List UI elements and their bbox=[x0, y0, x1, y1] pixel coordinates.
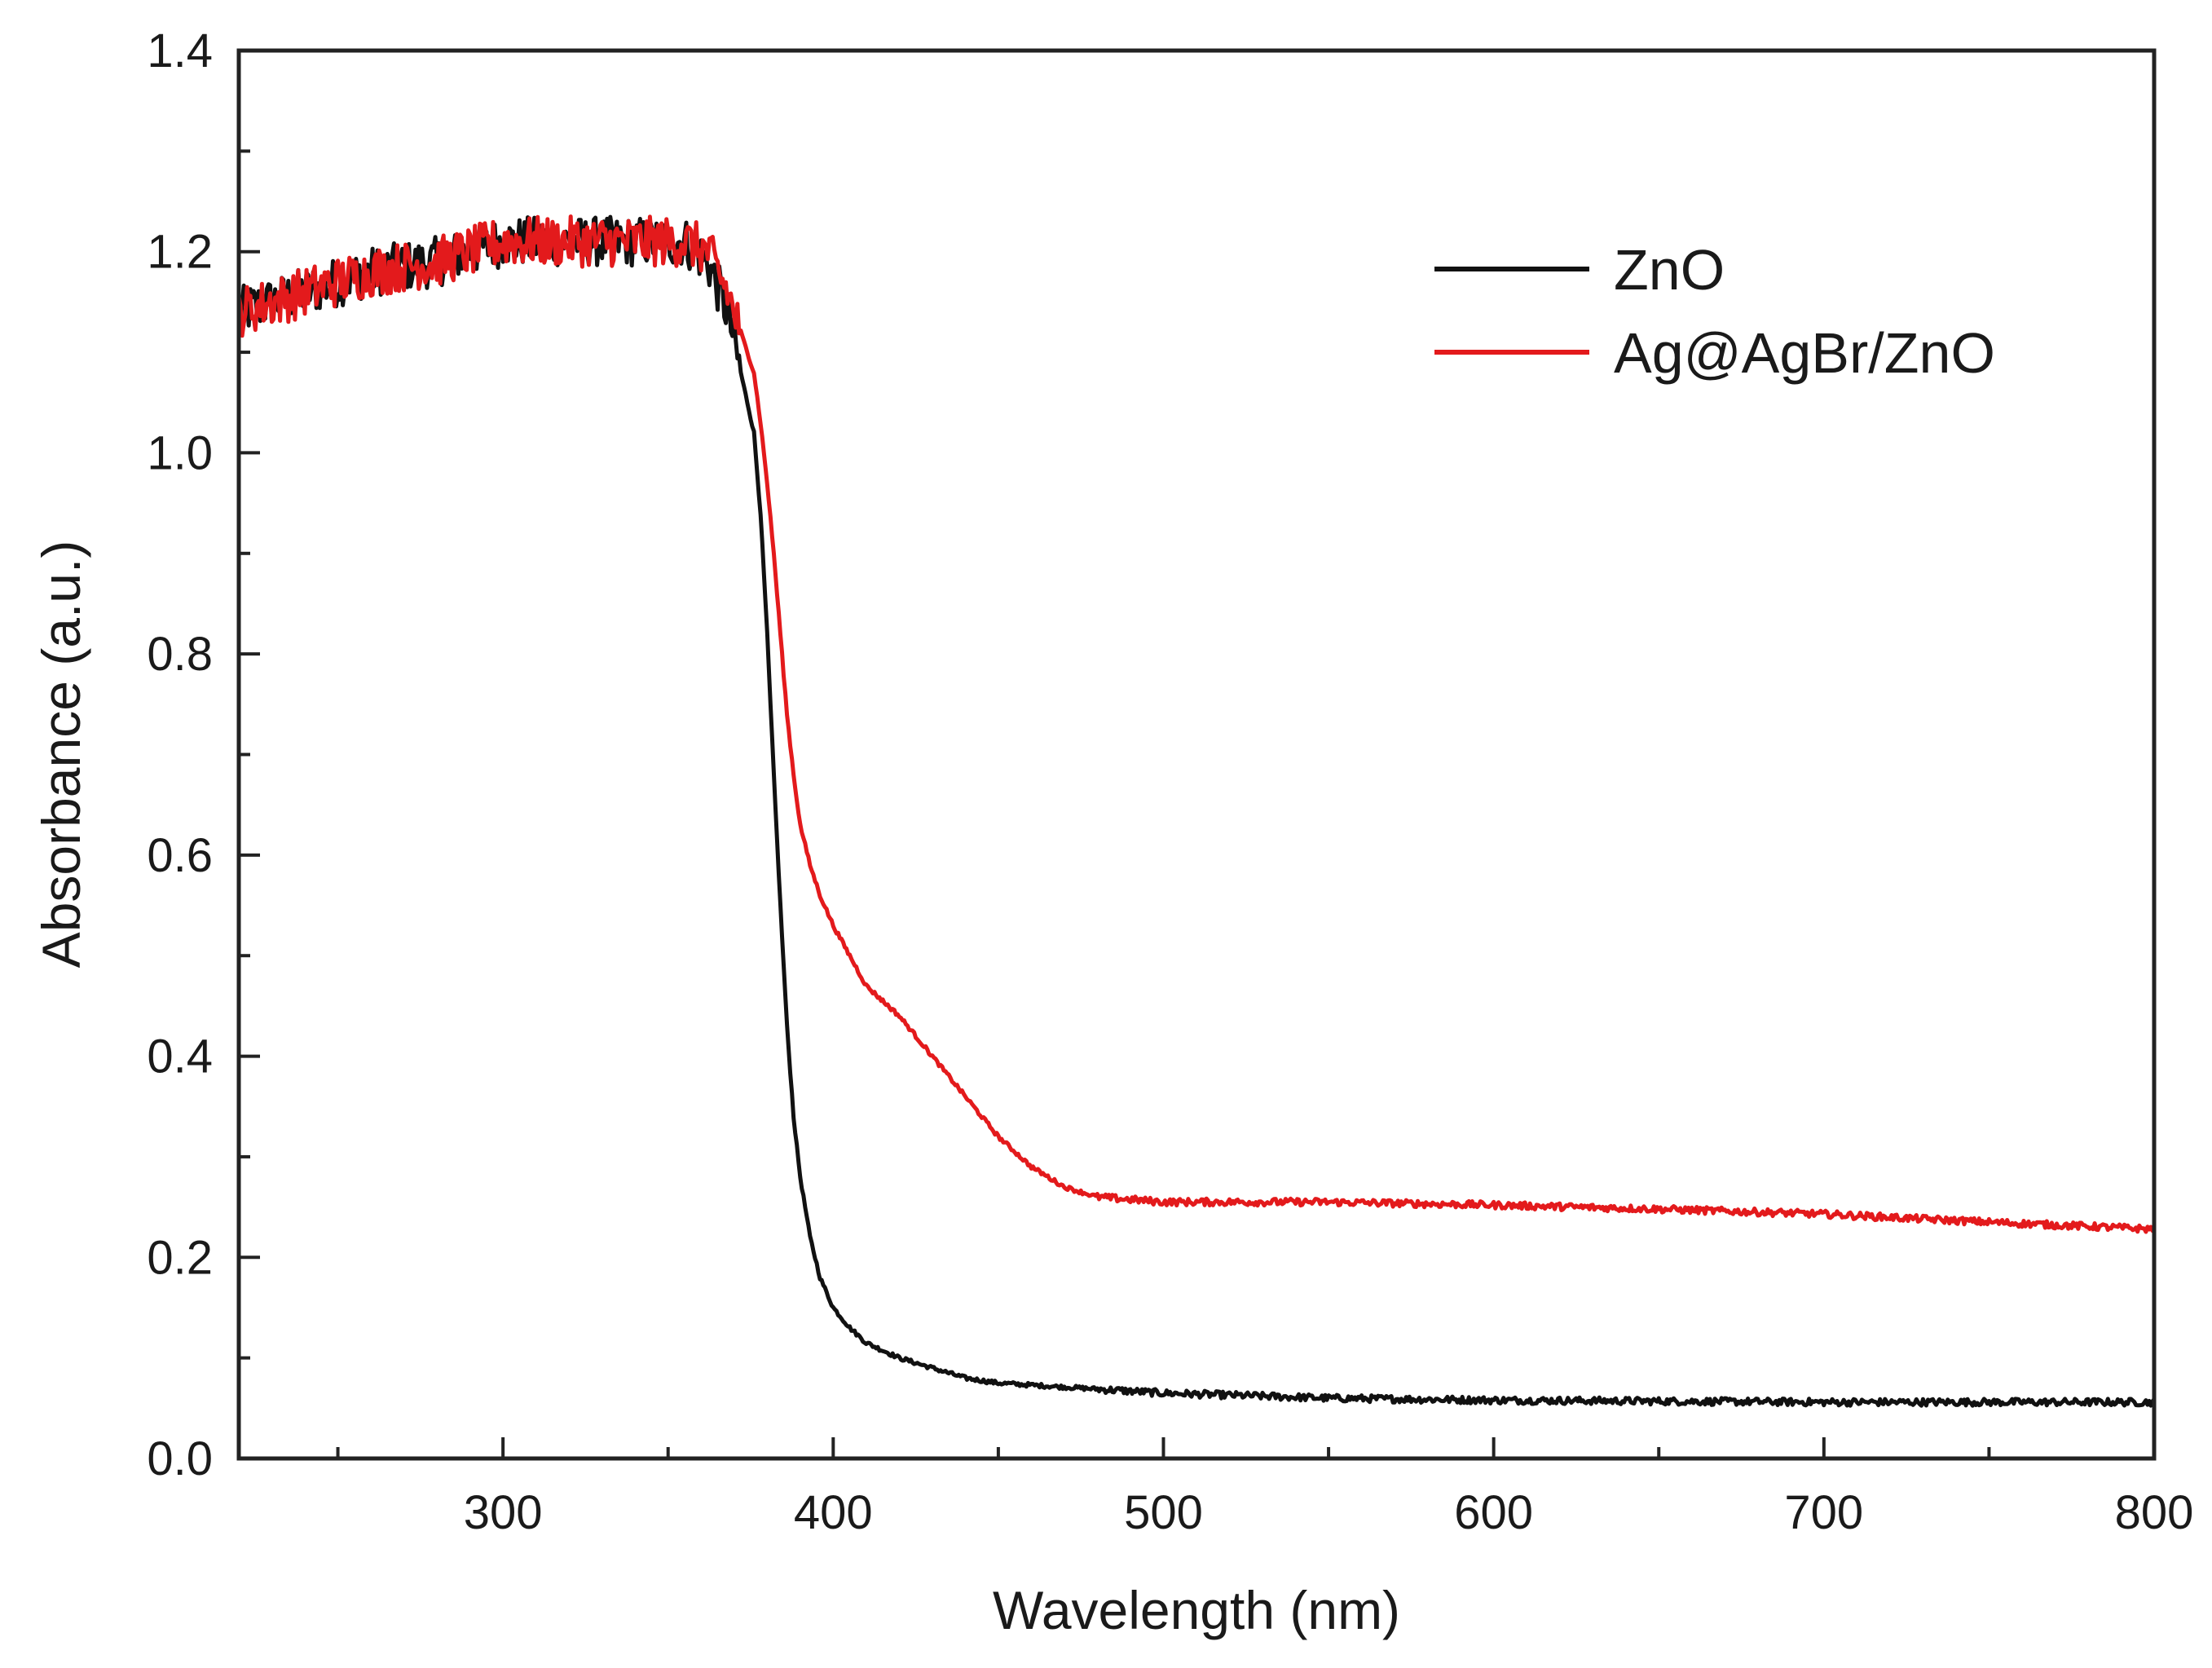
x-tick-label: 600 bbox=[1454, 1486, 1533, 1539]
y-axis-title: Absorbance (a.u.) bbox=[31, 541, 91, 969]
series-line-1 bbox=[236, 214, 2156, 1408]
legend-label: Ag@AgBr/ZnO bbox=[1614, 321, 1995, 385]
y-tick-label: 1.4 bbox=[147, 24, 213, 77]
series-line-2 bbox=[236, 214, 2156, 1234]
x-tick-label: 800 bbox=[2115, 1486, 2194, 1539]
y-tick-label: 0.2 bbox=[147, 1231, 213, 1284]
series-layer bbox=[236, 214, 2156, 1408]
legend-label: ZnO bbox=[1614, 238, 1725, 302]
y-tick-label: 0.8 bbox=[147, 628, 213, 681]
y-tick-label: 0.6 bbox=[147, 829, 213, 882]
y-tick-label: 0.4 bbox=[147, 1030, 213, 1083]
y-tick-label: 0.0 bbox=[147, 1432, 213, 1485]
x-tick-label: 400 bbox=[794, 1486, 873, 1539]
x-tick-label: 300 bbox=[464, 1486, 543, 1539]
legend: ZnO Ag@AgBr/ZnO bbox=[1434, 238, 1995, 385]
x-tick-label: 500 bbox=[1124, 1486, 1203, 1539]
y-tick-label: 1.2 bbox=[147, 226, 213, 279]
x-tick-label: 700 bbox=[1784, 1486, 1863, 1539]
y-tick-label: 1.0 bbox=[147, 426, 213, 479]
plot-frame bbox=[236, 48, 2157, 1461]
tick-layer: 300 400 500 600 700 800 0.0 0.2 0.4 0.6 0.8 1.0 1.2 1… bbox=[147, 24, 2193, 1539]
x-axis-title: Wavelength (nm) bbox=[993, 1580, 1400, 1640]
